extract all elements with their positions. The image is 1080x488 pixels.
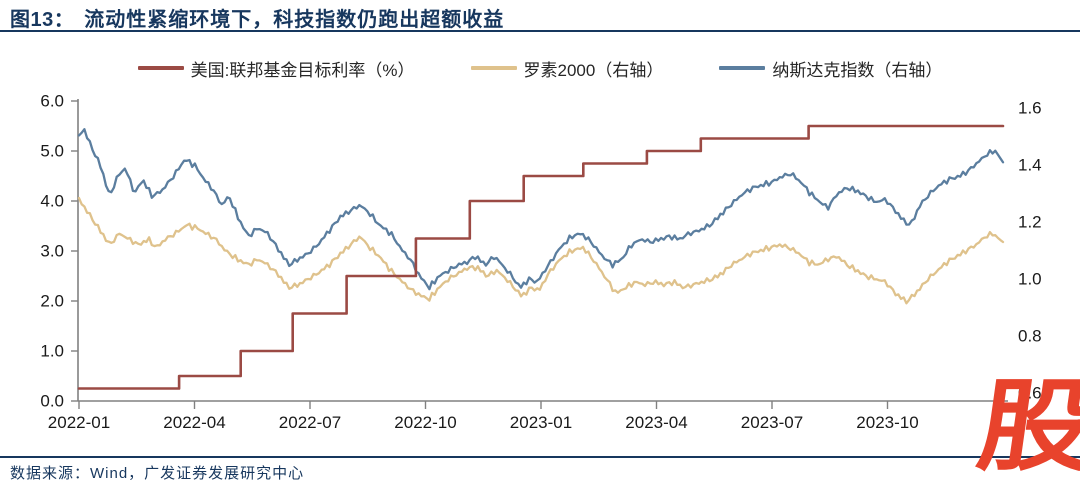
x-tick-label: 2023-01: [510, 413, 572, 432]
y-right-tick-label: 1.6: [1018, 99, 1042, 118]
y-left-tick-label: 2.0: [40, 292, 64, 311]
figure-title-text: 流动性紧缩环境下，科技指数仍跑出超额收益: [84, 9, 505, 31]
legend-item-2: 纳斯达克指数（右轴）: [719, 56, 942, 81]
x-tick-label: 2023-10: [856, 413, 918, 432]
series-line-fed-funds-rate: [77, 124, 1005, 390]
x-tick-label: 2022-04: [163, 413, 225, 432]
footer-divider: [0, 456, 1080, 458]
axis-labels-group: 6.0 5.0 4.0 3.0 2.0 1.0 0.0 1.6 1.4 1.2 1.0 0.8 0.6 2…: [40, 92, 1041, 433]
data-source-note: 数据来源：Wind，广发证券发展研究中心: [10, 465, 305, 482]
legend-line-swatch: [719, 66, 766, 70]
axes-group: [71, 99, 1008, 409]
x-tick-label: 2022-10: [394, 413, 456, 432]
figure-header: 图13： 流动性紧缩环境下，科技指数仍跑出超额收益: [0, 0, 1080, 32]
figure-title: 图13： 流动性紧缩环境下，科技指数仍跑出超额收益: [10, 3, 504, 32]
series-group: [77, 124, 1005, 390]
y-left-tick-label: 1.0: [40, 342, 64, 361]
y-right-tick-label: 1.4: [1018, 156, 1042, 175]
brand-logo: 股: [971, 371, 1080, 483]
x-tick-label: 2022-01: [48, 413, 110, 432]
y-left-tick-label: 0.0: [40, 392, 64, 411]
series-line-russell2000: [77, 196, 1005, 305]
chart-legend: 美国:联邦基金目标利率（%） 罗素2000（右轴） 纳斯达克指数（右轴）: [0, 52, 1080, 84]
y-left-tick-label: 3.0: [40, 242, 64, 261]
legend-line-swatch: [137, 66, 184, 70]
y-left-tick-label: 5.0: [40, 142, 64, 161]
legend-label: 纳斯达克指数（右轴）: [772, 60, 943, 80]
legend-label: 罗素2000（右轴）: [523, 60, 664, 80]
y-left-tick-label: 4.0: [40, 192, 64, 211]
x-tick-label: 2023-07: [741, 413, 803, 432]
figure-number: 图13：: [10, 9, 75, 31]
y-left-tick-label: 6.0: [40, 92, 64, 111]
x-tick-label: 2023-04: [625, 413, 687, 432]
y-right-tick-label: 0.6: [1018, 384, 1042, 403]
legend-label: 美国:联邦基金目标利率（%）: [190, 60, 415, 80]
y-right-tick-label: 0.8: [1018, 327, 1042, 346]
legend-item-1: 罗素2000（右轴）: [470, 56, 664, 81]
y-right-tick-label: 1.2: [1018, 213, 1042, 232]
legend-item-0: 美国:联邦基金目标利率（%）: [137, 56, 415, 81]
legend-line-swatch: [470, 66, 517, 70]
x-tick-label: 2022-07: [279, 413, 341, 432]
series-line-nasdaq: [77, 128, 1005, 291]
y-right-tick-label: 1.0: [1018, 270, 1042, 289]
